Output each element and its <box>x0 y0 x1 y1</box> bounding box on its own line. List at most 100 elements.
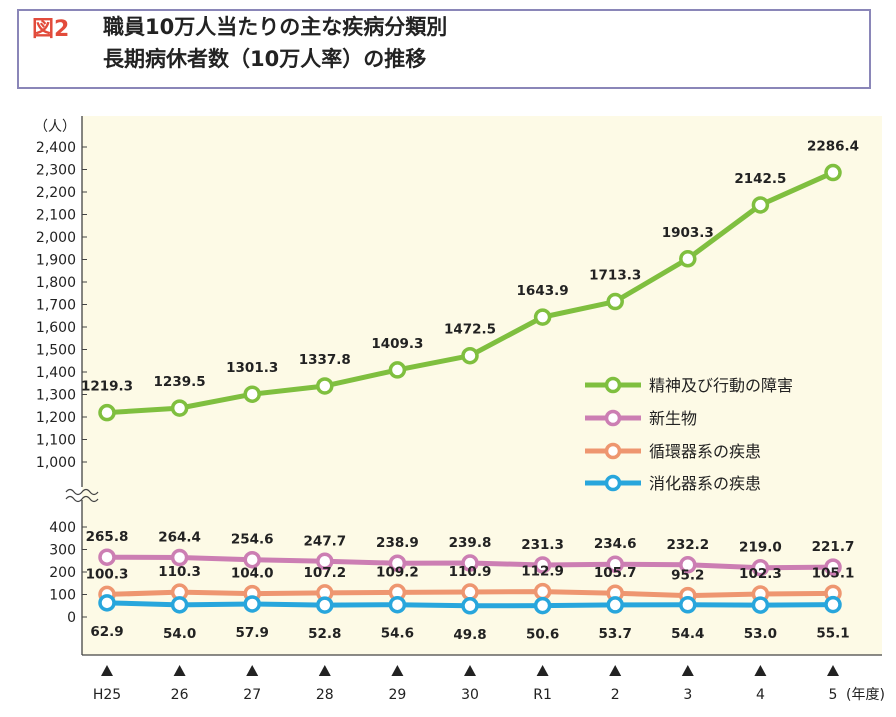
x-tick-label: 2 <box>611 687 620 703</box>
data-label: 1239.5 <box>154 374 206 390</box>
data-point <box>606 555 624 573</box>
data-label: 1713.3 <box>589 268 641 284</box>
legend-label: 循環器系の疾患 <box>649 442 761 461</box>
x-tick-label: 30 <box>461 687 479 703</box>
data-point <box>751 596 770 614</box>
x-tick-marker <box>173 665 186 676</box>
data-point <box>98 403 116 422</box>
legend-marker <box>604 376 622 394</box>
x-tick-label: 26 <box>171 687 189 703</box>
data-point <box>533 582 552 601</box>
data-point <box>316 596 334 614</box>
legend-label: 新生物 <box>649 409 697 428</box>
x-tick-label: 28 <box>316 687 334 703</box>
data-point <box>243 385 261 403</box>
data-point <box>679 596 697 614</box>
y-tick-label: 1,900 <box>36 253 76 269</box>
x-tick-label: 29 <box>388 687 406 703</box>
data-point <box>824 595 842 614</box>
x-tick-marker <box>101 665 113 676</box>
legend-label: 精神及び行動の障害 <box>649 376 793 395</box>
axis-break-mark <box>65 495 99 503</box>
data-point <box>533 308 552 326</box>
data-point <box>679 556 697 574</box>
y-tick-label: 2,200 <box>36 185 76 201</box>
y-tick-label: 2,300 <box>36 163 76 179</box>
x-unit-label: (年度) <box>846 687 885 703</box>
y-tick-label: 1,400 <box>36 365 76 381</box>
x-tick-label: 3 <box>683 687 692 703</box>
y-tick-label: 200 <box>49 565 76 581</box>
data-label: 264.4 <box>158 530 201 546</box>
data-point <box>170 596 189 614</box>
title-box <box>17 9 871 89</box>
data-label: 55.1 <box>816 626 849 642</box>
data-label: 49.8 <box>453 627 486 643</box>
data-point <box>824 558 842 576</box>
chart-title-line2: 長期病休者数（10万人率）の推移 <box>103 47 427 71</box>
legend-label: 消化器系の疾患 <box>649 474 761 493</box>
x-tick-marker <box>681 665 694 676</box>
data-point <box>533 556 552 574</box>
x-tick-marker <box>464 665 476 676</box>
data-label: 105.7 <box>594 565 637 581</box>
data-point <box>461 554 479 572</box>
data-point <box>461 597 479 615</box>
y-tick-label: 0 <box>67 610 76 626</box>
y-tick-label: 2,000 <box>36 230 76 246</box>
data-label: 239.8 <box>449 535 492 551</box>
y-tick-label: 2,400 <box>36 140 76 156</box>
x-tick-label: 4 <box>756 687 765 703</box>
data-label: 1643.9 <box>517 283 569 299</box>
legend-marker <box>604 409 622 427</box>
x-tick-label: H25 <box>93 687 121 703</box>
x-tick-marker <box>609 665 622 676</box>
y-tick-label: 100 <box>49 588 76 604</box>
data-label: 109.2 <box>376 564 419 580</box>
x-tick-label: 27 <box>243 687 261 703</box>
data-label: 100.3 <box>86 566 129 582</box>
data-label: 1337.8 <box>299 352 351 368</box>
data-label: 54.0 <box>163 626 196 642</box>
y-tick-label: 1,500 <box>36 343 76 359</box>
y-tick-label: 300 <box>49 543 76 559</box>
data-label: 1301.3 <box>226 360 278 376</box>
data-label: 95.2 <box>671 568 704 584</box>
data-point <box>606 596 624 614</box>
data-label: 54.4 <box>671 626 704 642</box>
data-point <box>824 163 842 182</box>
data-label: 234.6 <box>594 536 637 552</box>
data-label: 110.3 <box>158 564 201 580</box>
data-point <box>98 594 116 612</box>
data-label: 50.6 <box>526 627 559 643</box>
data-label: 104.0 <box>231 566 274 582</box>
x-tick-label: R1 <box>533 687 552 703</box>
y-tick-label: 1,100 <box>36 433 76 449</box>
data-label: 54.6 <box>381 626 414 642</box>
y-tick-label: 1,000 <box>36 455 76 471</box>
data-point <box>388 595 407 614</box>
data-label: 2286.4 <box>807 139 859 155</box>
data-point <box>98 548 116 566</box>
data-label: 1472.5 <box>444 322 496 338</box>
y-tick-label: 1,600 <box>36 320 76 336</box>
data-label: 102.3 <box>739 566 782 582</box>
data-label: 247.7 <box>303 533 346 549</box>
data-label: 221.7 <box>812 539 855 555</box>
data-point <box>316 377 334 395</box>
data-point <box>243 550 261 569</box>
x-tick-marker <box>391 665 404 676</box>
data-point <box>679 250 697 268</box>
data-label: 238.9 <box>376 535 419 551</box>
data-label: 231.3 <box>521 537 564 553</box>
data-label: 1219.3 <box>81 379 133 395</box>
data-point <box>606 292 624 311</box>
y-tick-label: 2,100 <box>36 208 76 224</box>
data-label: 110.9 <box>449 564 492 580</box>
data-label: 265.8 <box>86 529 129 545</box>
data-label: 52.8 <box>308 626 341 642</box>
data-label: 62.9 <box>90 624 123 640</box>
axis-break-mark <box>65 488 99 496</box>
data-label: 232.2 <box>666 537 709 553</box>
